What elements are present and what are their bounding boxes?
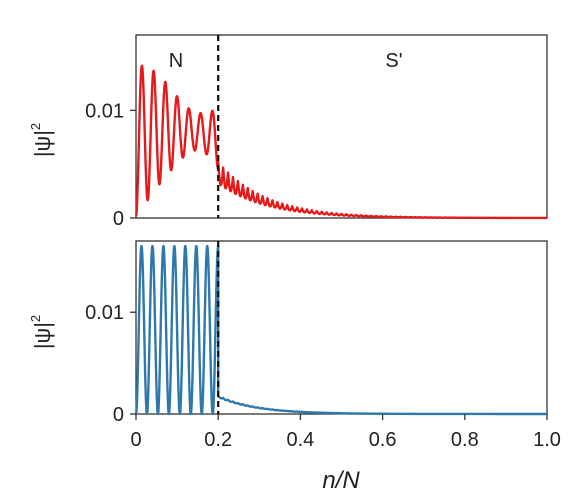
series-line bbox=[134, 64, 548, 220]
top-panel-frame bbox=[135, 34, 548, 219]
region-label-s: S' bbox=[385, 50, 402, 72]
x-tick-label: 1.0 bbox=[533, 429, 561, 451]
y-tick-label: 0.01 bbox=[85, 302, 124, 324]
bottom-y-axis-label: |ψ| bbox=[30, 322, 55, 349]
x-tick-label: 0.4 bbox=[286, 429, 314, 451]
y-tick-label: 0.01 bbox=[85, 100, 124, 122]
top-y-axis-title: |ψ|2 bbox=[28, 123, 55, 157]
top-y-ticks: 00.01 bbox=[85, 100, 136, 230]
region-label-n: N bbox=[169, 50, 183, 72]
y-tick-label: 0 bbox=[113, 404, 124, 426]
bottom-panel: 00.01 0 0.2 0.4 0.6 0.8 1.0 |ψ|2 n/N bbox=[28, 240, 561, 494]
top-y-axis-label: |ψ| bbox=[30, 130, 55, 157]
svg-text:|ψ|2: |ψ|2 bbox=[28, 315, 55, 349]
top-y-axis-label-sup: 2 bbox=[28, 123, 43, 130]
top-panel-plot-area bbox=[134, 64, 548, 220]
bottom-x-ticks: 0 0.2 0.4 0.6 0.8 1.0 bbox=[130, 414, 561, 451]
x-tick-label: 0 bbox=[130, 429, 141, 451]
svg-text:|ψ|2: |ψ|2 bbox=[28, 123, 55, 157]
bottom-y-ticks: 00.01 bbox=[85, 302, 136, 426]
series-line bbox=[134, 244, 548, 416]
x-axis-title: n/N bbox=[322, 467, 360, 494]
top-panel: N S' 00.01 |ψ|2 bbox=[28, 34, 548, 230]
x-tick-label: 0.6 bbox=[369, 429, 397, 451]
bottom-y-axis-label-sup: 2 bbox=[28, 315, 43, 322]
x-tick-label: 0.8 bbox=[451, 429, 479, 451]
bottom-y-axis-title: |ψ|2 bbox=[28, 315, 55, 349]
x-tick-label: 0.2 bbox=[204, 429, 232, 451]
y-tick-label: 0 bbox=[113, 208, 124, 230]
bottom-panel-plot-area bbox=[134, 244, 548, 416]
